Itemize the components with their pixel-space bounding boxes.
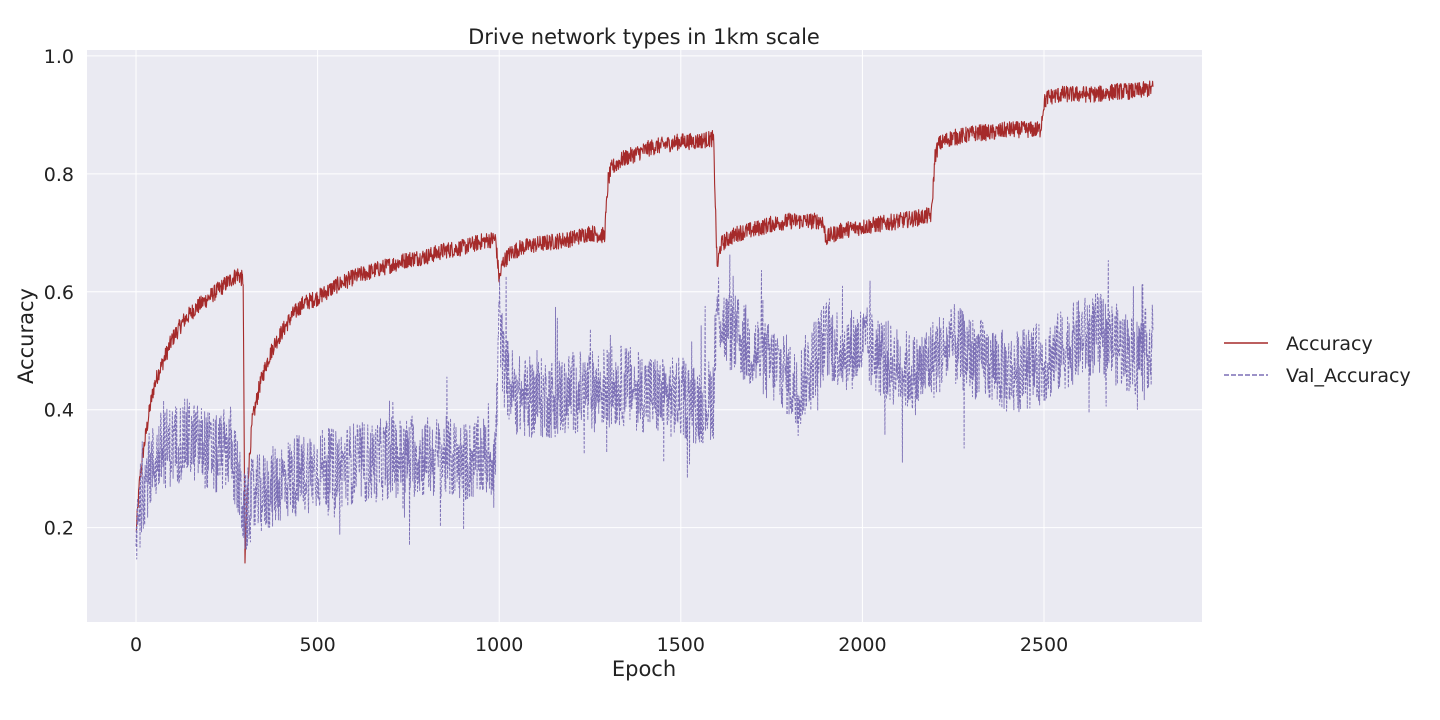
series-line-1	[135, 80, 1154, 564]
legend: Accuracy Val_Accuracy	[1224, 333, 1411, 387]
y-tick-label: 0.2	[44, 518, 74, 540]
x-tick-label: 0	[130, 634, 142, 656]
chart-title: Drive network types in 1km scale	[468, 25, 820, 49]
y-tick-label: 0.4	[44, 400, 74, 422]
legend-label: Val_Accuracy	[1286, 365, 1411, 387]
x-tick-label: 1000	[475, 634, 523, 656]
x-tick-label: 500	[299, 634, 335, 656]
x-axis-title: Epoch	[612, 657, 676, 681]
series-layer	[135, 80, 1154, 564]
series-line-2	[135, 254, 1154, 560]
y-tick-label: 0.6	[44, 282, 74, 304]
y-tick-label: 0.8	[44, 164, 74, 186]
legend-label: Accuracy	[1286, 333, 1373, 355]
x-tick-label: 2000	[838, 634, 886, 656]
x-tick-label: 2500	[1020, 634, 1068, 656]
grid	[87, 50, 1202, 622]
y-tick-label: 1.0	[44, 46, 74, 68]
y-axis-title: Accuracy	[14, 288, 38, 384]
x-tick-label: 1500	[657, 634, 705, 656]
tick-labels: 0 500 1000 1500 2000 2500 0.2 0.4 0.6 0.8 1.0	[44, 46, 1068, 656]
